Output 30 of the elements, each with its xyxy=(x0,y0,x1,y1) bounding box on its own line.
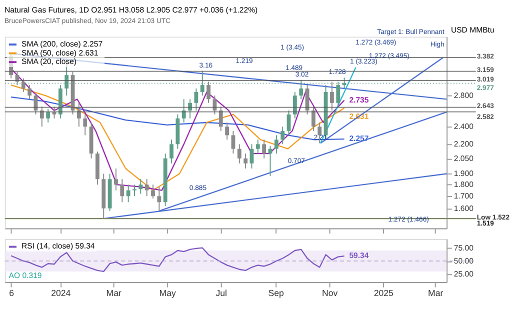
x-tick-label: May xyxy=(159,288,176,298)
x-tick-label: Sep xyxy=(268,288,284,298)
x-tick-label: Mar xyxy=(106,288,122,298)
legend-label: SMA (20, close) xyxy=(22,57,77,66)
x-tick-label: 6 xyxy=(9,288,14,298)
y-tick-label: 75.00 xyxy=(454,243,474,252)
annotation: AO 0.319 xyxy=(8,271,42,280)
y-tick-label: 50.00 xyxy=(454,256,474,266)
y-tick-label: 1.900 xyxy=(454,169,474,178)
y-axis-title: USD MMBtu xyxy=(450,25,494,34)
y-tick-label: 2.050 xyxy=(454,154,474,163)
y-tick-label: 1.600 xyxy=(454,204,474,213)
y-tick-label: 2.800 xyxy=(454,91,474,100)
legend-label: SMA (50, close) 2.631 xyxy=(22,48,98,58)
data-label: 59.34 xyxy=(349,251,370,260)
chart-title: Natural Gas Futures, 1D O2.951 H3.058 L2.905 C2.977 +0.036 (+1.22%) xyxy=(4,5,258,14)
y-tick-label: 1.800 xyxy=(454,180,474,190)
x-tick-label: Nov xyxy=(322,288,338,298)
y-tick-label: 2.200 xyxy=(454,140,474,149)
y-tick-label: 2.400 xyxy=(454,122,474,132)
legend-label: SMA (200, close) 2.257 xyxy=(22,39,103,48)
x-tick-label: Mar xyxy=(428,288,444,298)
x-tick-label: 2025 xyxy=(374,288,394,298)
legend-label: RSI (14, close) 59.34 xyxy=(22,242,96,251)
data-label: 2.257 xyxy=(349,134,369,143)
y-tick-label: 1.700 xyxy=(454,192,474,201)
data-label: 2.735 xyxy=(349,95,370,104)
y-tick-label: 25.00 xyxy=(454,270,474,279)
x-tick-label: 2024 xyxy=(51,288,71,298)
x-tick-label: Jul xyxy=(216,288,228,298)
